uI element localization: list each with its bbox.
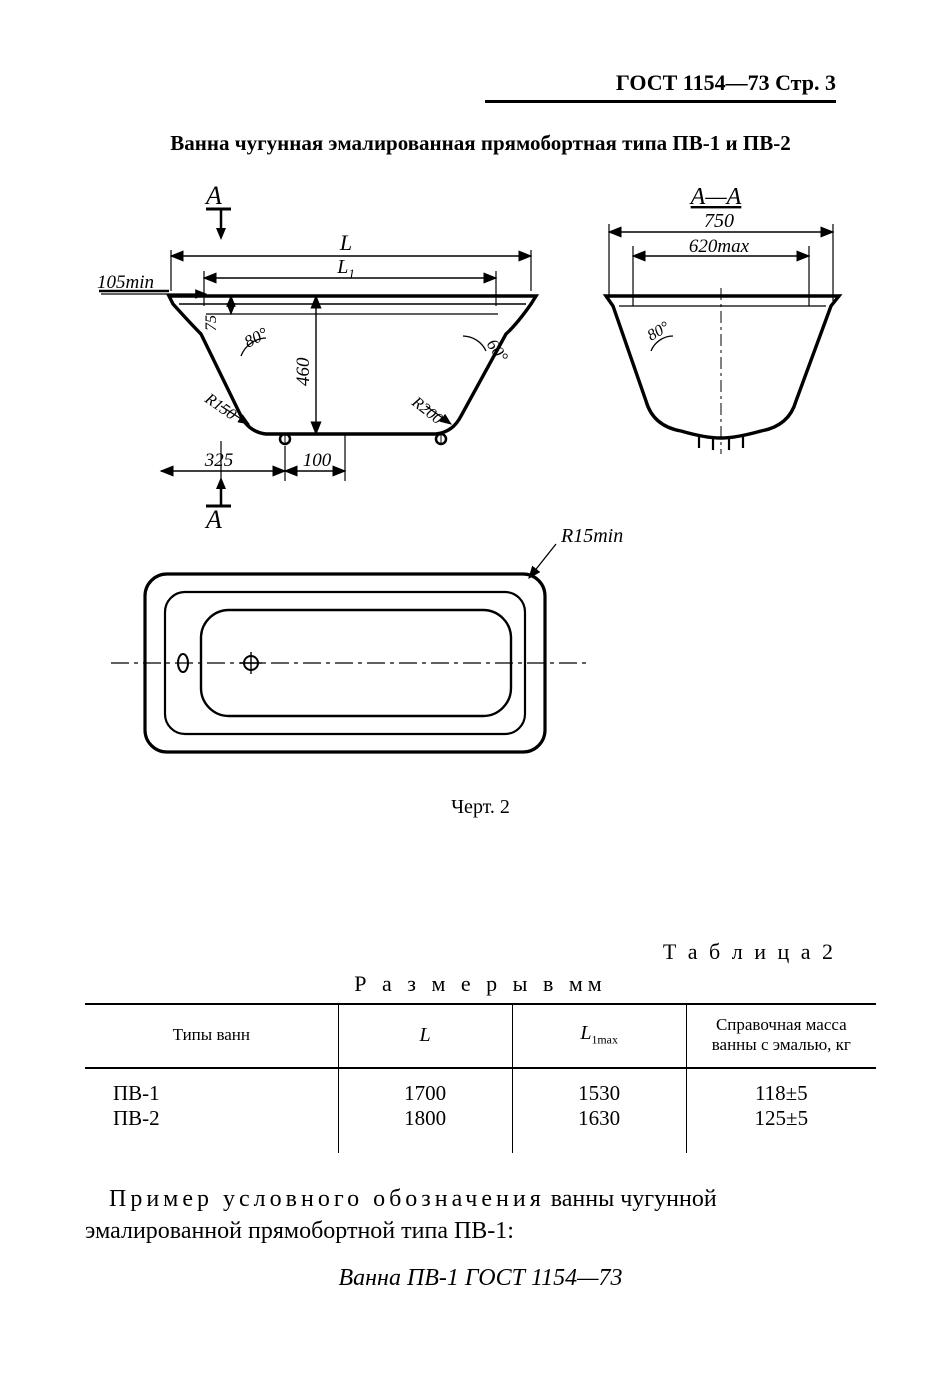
table-label: Т а б л и ц а 2	[85, 939, 836, 965]
page-header: ГОСТ 1154—73 Стр. 3	[485, 70, 836, 103]
radius-15min: R15min	[560, 525, 623, 547]
dim-100: 100	[302, 450, 331, 471]
bathtub-cross-outline	[606, 296, 839, 438]
top-view: R15min	[111, 525, 623, 752]
radius-200: R200	[407, 393, 445, 428]
page-title: Ванна чугунная эмалированная прямобортна…	[85, 131, 876, 156]
angle-60-right: 60°	[482, 335, 511, 366]
dim-750: 750	[704, 210, 734, 232]
section-label-a-top: A	[204, 181, 222, 210]
table-title: Р а з м е р ы в мм	[85, 971, 876, 997]
section-label-AA: A—A	[688, 184, 741, 210]
dim-325: 325	[203, 450, 233, 471]
cross-section: A—A 750 620max 80°	[606, 184, 839, 454]
dim-75: 75	[203, 315, 220, 331]
dim-460: 460	[293, 357, 314, 386]
col-type: Типы ванн	[85, 1004, 338, 1068]
col-L: L	[338, 1004, 512, 1068]
col-L1max: L1max	[512, 1004, 686, 1068]
radius-150: R150	[200, 390, 238, 424]
dim-L1: L1	[336, 256, 355, 281]
col-mass: Справочная масса ванны с эмалью, кг	[686, 1004, 876, 1068]
example-designation: Пример условного обозначения ванны чугун…	[85, 1183, 876, 1294]
technical-drawing: A L L1 105min	[91, 176, 871, 776]
section-label-a-bottom: A	[204, 505, 222, 534]
dimensions-table: Типы ванн L L1max Справочная масса ванны…	[85, 1003, 876, 1153]
angle-80-cross: 80°	[644, 318, 672, 344]
dim-L: L	[338, 230, 351, 255]
drawing-caption: Черт. 2	[85, 796, 876, 819]
dim-620max: 620max	[688, 236, 749, 257]
table-row: ПВ-1 ПВ-2 1700 1800 1530 1630 118±5 125±…	[85, 1068, 876, 1153]
side-view: A L L1 105min	[97, 181, 536, 534]
